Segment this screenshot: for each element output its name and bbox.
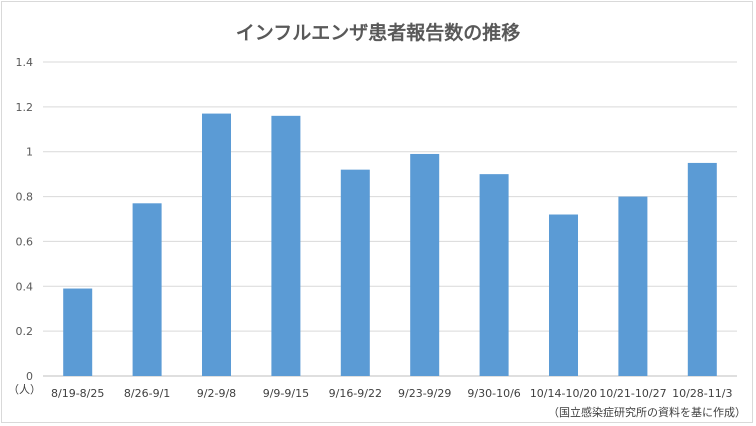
chart-title: インフルエンザ患者報告数の推移	[235, 22, 521, 44]
x-category-label: 10/28-11/3	[672, 387, 732, 400]
x-axis-labels: 8/19-8/25 8/26-9/1 9/2-9/8 9/9-9/15 9/16-9/2…	[51, 387, 732, 400]
x-category-label: 8/19-8/25	[51, 387, 104, 400]
bar	[410, 153, 440, 376]
bars	[63, 113, 717, 376]
bar	[618, 196, 648, 376]
y-axis-ticks: 0 0.2 0.4 0.6 0.8 1 1.2 1.4	[16, 56, 34, 383]
y-tick-label: 0.6	[16, 235, 34, 248]
bar	[132, 203, 162, 376]
x-category-label: 9/30-10/6	[467, 387, 520, 400]
bar	[202, 113, 231, 376]
y-tick-label: 0.8	[16, 191, 34, 204]
y-tick-label: 1.2	[16, 101, 34, 114]
y-tick-label: 0	[26, 370, 33, 383]
bar	[549, 214, 578, 376]
x-category-label: 9/2-9/8	[197, 387, 236, 400]
x-category-label: 10/14-10/20	[530, 387, 597, 400]
unit-label: （人）	[8, 383, 41, 396]
source-note: （国立感染症研究所の資料を基に作成）	[548, 406, 746, 419]
bar	[63, 288, 93, 376]
x-category-label: 8/26-9/1	[124, 387, 170, 400]
bar	[340, 169, 370, 376]
x-category-label: 9/23-9/29	[398, 387, 451, 400]
y-tick-label: 1.4	[16, 56, 34, 69]
y-tick-label: 0.4	[16, 280, 34, 293]
bar	[479, 174, 509, 376]
bar	[687, 162, 717, 376]
x-category-label: 10/21-10/27	[599, 387, 666, 400]
y-tick-label: 1	[26, 146, 33, 159]
x-category-label: 9/9-9/15	[263, 387, 309, 400]
y-tick-label: 0.2	[16, 325, 34, 338]
bar	[271, 115, 301, 376]
x-category-label: 9/16-9/22	[329, 387, 382, 400]
